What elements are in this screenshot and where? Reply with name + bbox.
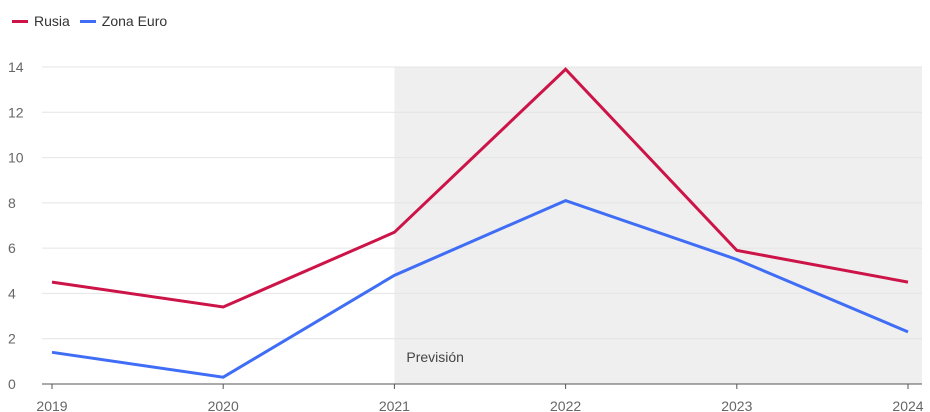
y-tick-label-14: 14 (8, 59, 24, 75)
legend: Rusia Zona Euro (12, 13, 177, 29)
y-tick-label-4: 4 (8, 285, 16, 301)
x-tick-label-2022: 2022 (550, 398, 581, 412)
legend-label-rusia: Rusia (34, 13, 70, 29)
forecast-annotation-label: Previsión (406, 349, 464, 365)
legend-swatch-rusia (12, 19, 28, 23)
x-tick-label-2020: 2020 (208, 398, 239, 412)
legend-label-zona-euro: Zona Euro (101, 13, 168, 29)
y-tick-label-6: 6 (8, 240, 16, 256)
y-tick-label-8: 8 (8, 195, 16, 211)
legend-item-zona-euro: Zona Euro (79, 13, 168, 29)
forecast-shaded-region (394, 67, 922, 384)
y-tick-label-2: 2 (8, 331, 16, 347)
series-line-rusia (51, 67, 909, 309)
y-tick-label-0: 0 (8, 376, 16, 392)
x-tick-label-2021: 2021 (379, 398, 410, 412)
y-tick-label-12: 12 (8, 104, 24, 120)
y-tick-label-10: 10 (8, 150, 24, 166)
x-tick-label-2023: 2023 (721, 398, 752, 412)
x-tick-label-2019: 2019 (36, 398, 67, 412)
legend-swatch-zona-euro (79, 19, 96, 23)
x-tick-label-2024: 2024 (892, 398, 923, 412)
legend-item-rusia: Rusia (12, 13, 70, 29)
series-line-zona-euro (51, 198, 909, 379)
